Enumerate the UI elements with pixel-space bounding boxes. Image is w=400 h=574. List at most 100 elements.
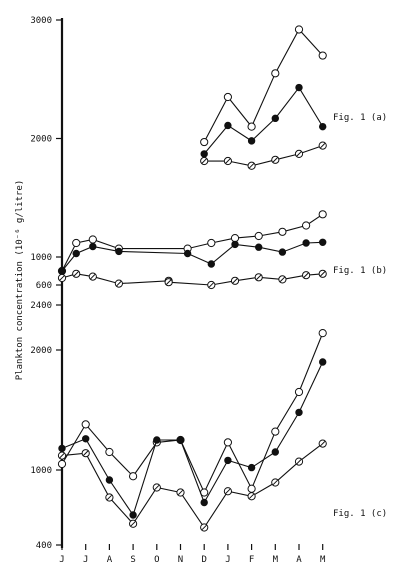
data-point: [255, 243, 263, 251]
data-point: [271, 114, 279, 123]
data-point-slash: [166, 279, 172, 285]
series-line: [61, 361, 324, 517]
series-line: [203, 28, 324, 143]
x-tick-label: A: [107, 555, 113, 565]
data-point-slash: [106, 494, 112, 501]
data-point: [81, 420, 90, 429]
y-tick-label: 400: [36, 541, 52, 551]
data-point: [88, 235, 97, 244]
data-point-slash: [272, 157, 278, 163]
data-point: [318, 210, 327, 219]
y-tick-label: 600: [36, 281, 52, 291]
data-point: [82, 435, 90, 443]
data-point: [224, 121, 232, 130]
data-point: [224, 456, 232, 465]
data-point-slash: [208, 282, 214, 288]
series-line: [61, 332, 324, 494]
data-point-slash: [296, 459, 302, 465]
data-point: [200, 150, 208, 158]
data-point: [319, 358, 327, 366]
data-point: [230, 234, 240, 243]
data-point-slash: [225, 488, 231, 494]
data-point: [247, 122, 256, 131]
series-line: [203, 86, 324, 155]
data-point: [302, 221, 311, 230]
data-point: [231, 240, 239, 249]
panel-label: Fig. 1 (b): [333, 266, 387, 276]
series-line: [61, 213, 324, 272]
data-point: [319, 238, 327, 247]
data-point: [115, 247, 123, 256]
data-point-slash: [59, 275, 65, 281]
data-point-slash: [320, 143, 326, 149]
data-point-slash: [249, 493, 255, 499]
data-point: [247, 137, 256, 145]
data-point-slash: [303, 272, 309, 278]
x-tick-label: M: [320, 555, 326, 565]
data-point-slash: [90, 274, 96, 280]
x-tick-label: D: [201, 555, 206, 565]
data-point: [58, 267, 66, 275]
data-point-slash: [272, 479, 278, 486]
data-point: [89, 242, 97, 251]
y-tick-label: 2400: [30, 301, 52, 311]
data-point-slash: [320, 441, 326, 447]
data-point: [105, 476, 114, 484]
data-point: [254, 231, 263, 241]
data-point-slash: [59, 453, 65, 459]
data-point: [223, 438, 232, 447]
data-point-slash: [256, 274, 262, 280]
labels: J J A S O N D J F M A M 3000 2000 1000 Fig. 1 (a) 600 Fig…: [30, 16, 387, 565]
panel-label: Fig. 1 (c): [333, 509, 387, 519]
data-point: [72, 238, 81, 248]
y-tick-label: 2000: [30, 135, 52, 145]
data-point: [271, 69, 280, 78]
y-tick-label: 2000: [30, 346, 52, 356]
x-tick-label: J: [59, 555, 64, 565]
data-point: [319, 122, 327, 131]
panel-label: Fig. 1 (a): [333, 113, 387, 123]
data-point: [200, 498, 208, 507]
data-point: [57, 459, 67, 469]
data-point-slash: [177, 489, 184, 496]
data-point: [295, 408, 303, 417]
data-point: [58, 444, 66, 453]
x-tick-label: J: [83, 555, 88, 565]
data-point: [129, 511, 137, 519]
series-line: [61, 241, 323, 272]
data-point: [72, 249, 80, 258]
x-tick-label: S: [130, 555, 135, 565]
series-line: [204, 145, 323, 167]
data-point: [105, 447, 114, 457]
data-point: [207, 260, 216, 268]
data-point-slash: [225, 158, 231, 164]
data-point: [223, 92, 232, 102]
data-point: [318, 329, 327, 338]
data-point: [129, 472, 138, 481]
data-point: [294, 25, 304, 34]
data-point: [153, 436, 161, 444]
data-point: [247, 484, 256, 493]
x-tick-label: N: [178, 555, 183, 565]
x-tick-label: O: [154, 555, 159, 565]
data-point-slash: [116, 281, 122, 287]
data-point-slash: [296, 151, 302, 157]
data-point: [278, 248, 287, 256]
data-point: [183, 249, 192, 258]
data-point-slash: [130, 521, 136, 527]
x-tick-label: A: [296, 555, 302, 565]
data-point-slash: [249, 163, 255, 169]
x-tick-label: J: [225, 555, 230, 565]
data-point: [318, 51, 327, 60]
data-point-slash: [154, 484, 160, 491]
data-point-slash: [73, 271, 79, 277]
data-point-slash: [232, 278, 238, 284]
data-point: [302, 239, 310, 247]
data-point: [295, 83, 303, 92]
data-point-slash: [320, 271, 326, 277]
data-point: [176, 436, 185, 444]
data-point-slash: [201, 524, 207, 531]
data-point-slash: [201, 158, 207, 164]
y-tick-label: 1000: [30, 253, 52, 263]
